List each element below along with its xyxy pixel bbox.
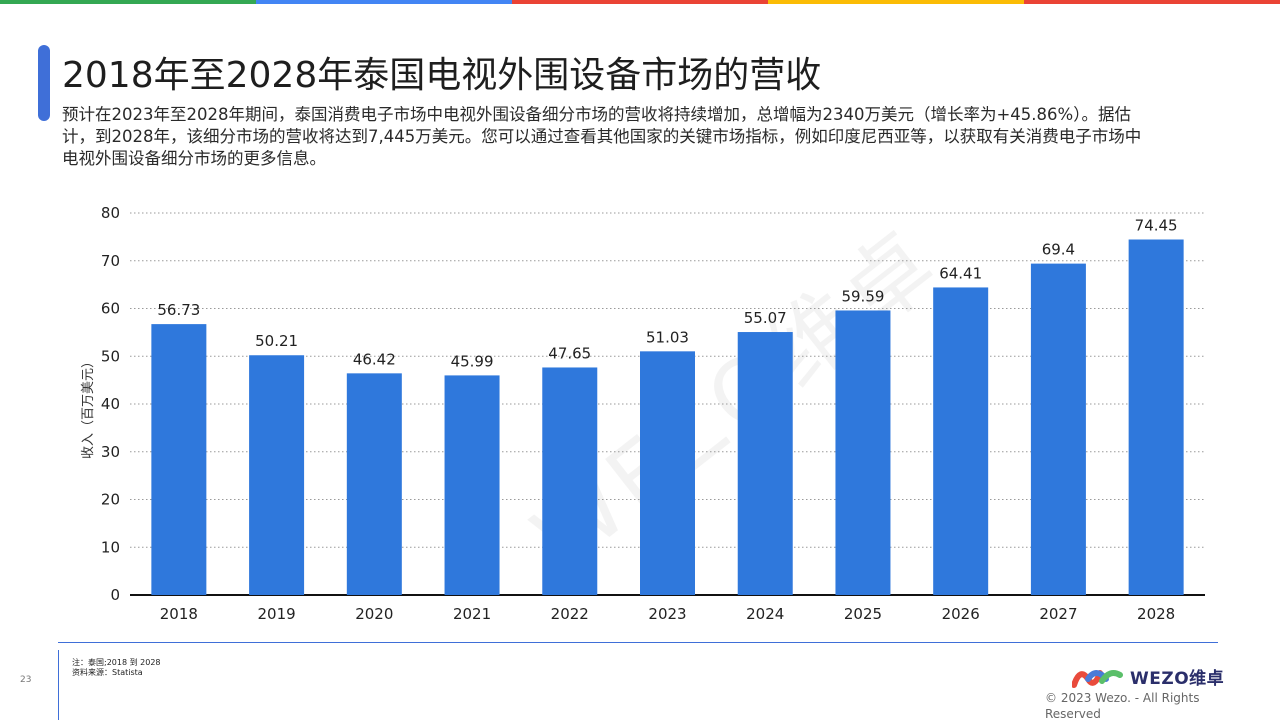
x-tick-label-2026: 2026 bbox=[942, 605, 980, 623]
title-accent-bar bbox=[38, 45, 50, 121]
y-tick-label: 20 bbox=[101, 491, 120, 509]
footer-notes: 注：泰国;2018 到 2028 资料来源：Statista bbox=[72, 658, 161, 678]
value-label-2018: 56.73 bbox=[157, 301, 200, 319]
x-tick-label-2024: 2024 bbox=[746, 605, 784, 623]
value-label-2021: 45.99 bbox=[451, 352, 494, 370]
top-color-segment bbox=[768, 0, 1024, 4]
page-title: 2018年至2028年泰国电视外围设备市场的营收 bbox=[62, 55, 822, 96]
chart-source: 资料来源：Statista bbox=[72, 668, 143, 677]
x-tick-label-2018: 2018 bbox=[160, 605, 198, 623]
page-number: 23 bbox=[20, 675, 32, 685]
bar-2022 bbox=[542, 367, 598, 595]
bar-2024 bbox=[737, 332, 793, 595]
x-tick-label-2025: 2025 bbox=[844, 605, 882, 623]
bar-2019 bbox=[249, 355, 305, 595]
value-label-2022: 47.65 bbox=[548, 344, 591, 362]
value-label-2020: 46.42 bbox=[353, 350, 396, 368]
y-axis-label: 收入（百万美元） bbox=[81, 355, 96, 459]
y-tick-label: 60 bbox=[101, 300, 120, 318]
top-color-segment bbox=[256, 0, 512, 4]
top-color-segment bbox=[1024, 0, 1280, 4]
bar-2020 bbox=[346, 373, 402, 595]
chart-note: 注：泰国;2018 到 2028 bbox=[72, 658, 161, 667]
wezo-logo: WEZO维卓 bbox=[1072, 664, 1224, 689]
y-tick-label: 70 bbox=[101, 252, 120, 270]
bar-2023 bbox=[640, 351, 695, 595]
bar-2021 bbox=[444, 375, 500, 595]
copyright-text: © 2023 Wezo. - All Rights Reserved bbox=[1045, 691, 1200, 721]
x-tick-label-2022: 2022 bbox=[551, 605, 589, 623]
footer-vertical-line bbox=[58, 650, 59, 720]
chart-value-labels: 56.73 50.21 46.42 45.99 47.65 51.03 55.07 59.59… bbox=[157, 217, 1177, 371]
value-label-2026: 64.41 bbox=[939, 264, 982, 282]
value-label-2025: 59.59 bbox=[841, 287, 884, 305]
x-tick-label-2027: 2027 bbox=[1039, 605, 1077, 623]
y-tick-label: 10 bbox=[101, 538, 120, 556]
x-tick-label-2028: 2028 bbox=[1137, 605, 1175, 623]
y-tick-label: 40 bbox=[101, 395, 120, 413]
footer-divider bbox=[58, 642, 1218, 643]
y-tick-label: 50 bbox=[101, 347, 120, 365]
chart-x-axis: 2018 2019 2020 2021 2022 2023 2024 2025 2026 2027… bbox=[160, 605, 1175, 623]
y-tick-label: 80 bbox=[101, 204, 120, 222]
top-color-segment bbox=[512, 0, 768, 4]
value-label-2019: 50.21 bbox=[255, 332, 298, 350]
bar-2018 bbox=[151, 324, 207, 595]
value-label-2027: 69.4 bbox=[1042, 241, 1075, 259]
wezo-logo-icon bbox=[1072, 669, 1123, 688]
bar-2026 bbox=[933, 287, 989, 595]
x-tick-label-2021: 2021 bbox=[453, 605, 491, 623]
chart-bars bbox=[151, 239, 1184, 595]
value-label-2024: 55.07 bbox=[744, 309, 787, 327]
value-label-2023: 51.03 bbox=[646, 328, 689, 346]
top-color-segment bbox=[0, 0, 256, 4]
bar-2028 bbox=[1128, 239, 1184, 595]
chart-y-axis: 0 10 20 30 40 50 60 70 80 bbox=[101, 204, 120, 604]
bar-chart: 56.73 50.21 46.42 45.99 47.65 51.03 55.07 59.59… bbox=[81, 204, 1205, 623]
x-tick-label-2019: 2019 bbox=[257, 605, 295, 623]
x-tick-label-2020: 2020 bbox=[355, 605, 393, 623]
x-tick-label-2023: 2023 bbox=[648, 605, 686, 623]
y-tick-label: 0 bbox=[110, 586, 120, 604]
bar-2025 bbox=[835, 310, 891, 595]
description-text: 预计在2023年至2028年期间，泰国消费电子市场中电视外围设备细分市场的营收将… bbox=[62, 105, 1142, 168]
value-label-2028: 74.45 bbox=[1135, 217, 1178, 235]
bar-2027 bbox=[1030, 263, 1086, 595]
top-color-bar bbox=[0, 0, 1280, 4]
logo-text: WEZO维卓 bbox=[1130, 669, 1225, 689]
y-tick-label: 30 bbox=[101, 443, 120, 461]
